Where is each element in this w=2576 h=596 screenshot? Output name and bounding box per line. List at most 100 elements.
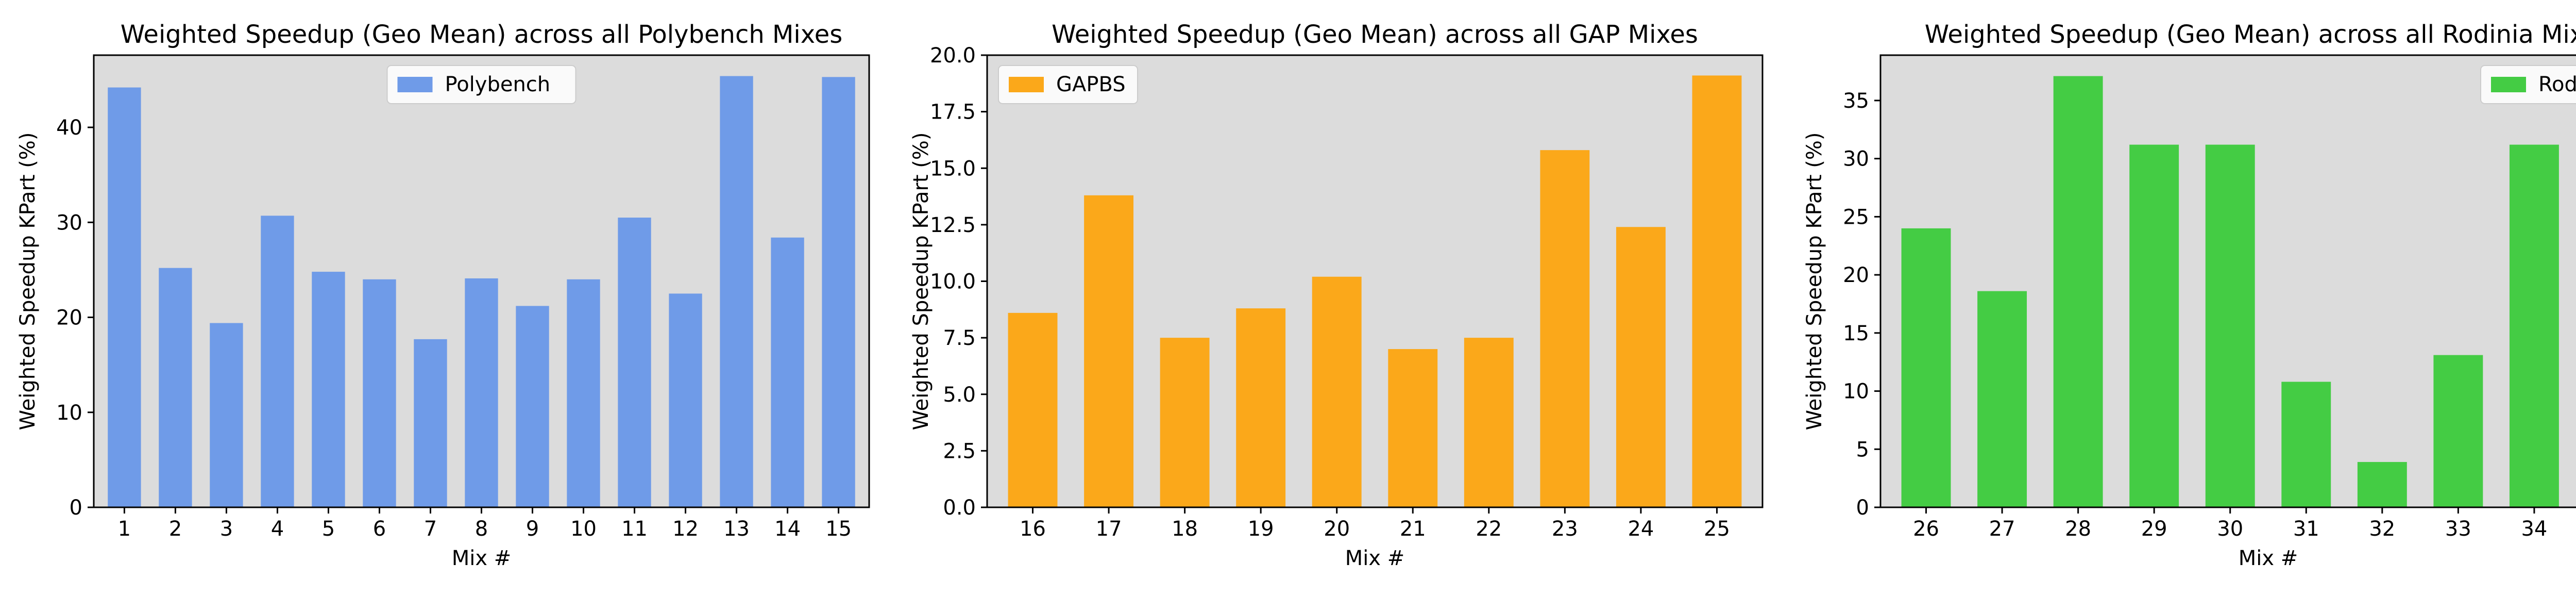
y-tick-label: 30	[1843, 147, 1869, 171]
y-axis-label: Weighted Speedup KPart (%)	[909, 132, 933, 430]
x-tick-label: 24	[1628, 517, 1654, 541]
legend-swatch	[397, 77, 433, 92]
y-tick-label: 10.0	[930, 270, 976, 294]
y-tick-label: 15	[1843, 322, 1869, 345]
x-tick-label: 8	[475, 517, 488, 541]
x-tick-label: 21	[1400, 517, 1426, 541]
x-tick-label: 22	[1476, 517, 1502, 541]
bar-mix-11	[618, 218, 651, 507]
x-tick-label: 5	[322, 517, 335, 541]
y-tick-label: 30	[56, 211, 82, 235]
x-tick-label: 18	[1172, 517, 1198, 541]
bar-mix-7	[414, 339, 447, 507]
y-tick-label: 2.5	[943, 439, 976, 463]
x-tick-label: 20	[1324, 517, 1350, 541]
legend-label: Polybench	[445, 73, 551, 96]
x-tick-label: 34	[2521, 517, 2547, 541]
bar-mix-21	[1388, 349, 1438, 507]
x-tick-label: 14	[774, 517, 801, 541]
bar-mix-2	[159, 268, 192, 507]
legend-swatch	[2491, 77, 2526, 92]
bar-mix-13	[720, 76, 753, 507]
chart-title: Weighted Speedup (Geo Mean) across all P…	[121, 20, 842, 49]
y-tick-label: 40	[56, 116, 82, 140]
bar-mix-5	[312, 272, 345, 507]
x-tick-label: 33	[2445, 517, 2471, 541]
legend: GAPBS	[998, 65, 1138, 104]
y-axis-label: Weighted Speedup KPart (%)	[1803, 132, 1826, 430]
legend-label: Rodinia	[2538, 73, 2576, 96]
legend-swatch	[1009, 77, 1044, 92]
x-tick-label: 25	[1704, 517, 1730, 541]
x-tick-label: 7	[424, 517, 437, 541]
y-tick-label: 10	[56, 401, 82, 425]
x-axis-label: Mix #	[452, 547, 512, 570]
x-tick-label: 28	[2065, 517, 2091, 541]
y-tick-label: 15.0	[930, 157, 976, 180]
bar-mix-34	[2509, 144, 2559, 507]
x-tick-label: 4	[271, 517, 284, 541]
x-tick-label: 9	[526, 517, 539, 541]
x-tick-label: 30	[2217, 517, 2243, 541]
bar-mix-1	[108, 87, 141, 508]
bar-mix-27	[1977, 291, 2027, 507]
y-tick-label: 5.0	[943, 383, 976, 407]
x-tick-label: 2	[169, 517, 182, 541]
x-tick-label: 1	[118, 517, 131, 541]
x-tick-label: 19	[1248, 517, 1274, 541]
bar-mix-12	[669, 293, 702, 507]
bar-mix-10	[567, 279, 600, 507]
x-axis-label: Mix #	[2239, 547, 2298, 570]
bar-mix-3	[210, 323, 243, 507]
bar-mix-18	[1160, 338, 1210, 507]
bar-mix-26	[1901, 228, 1951, 508]
y-tick-label: 10	[1843, 380, 1869, 404]
legend-box	[386, 65, 577, 104]
legend: Rodinia	[2480, 65, 2576, 104]
chart-title: Weighted Speedup (Geo Mean) across all G…	[1052, 20, 1698, 49]
legend-label: GAPBS	[1056, 73, 1126, 96]
x-tick-label: 31	[2293, 517, 2319, 541]
x-tick-label: 26	[1913, 517, 1939, 541]
bar-mix-33	[2433, 355, 2483, 507]
chart-title: Weighted Speedup (Geo Mean) across all R…	[1925, 20, 2576, 49]
x-axis-label: Mix #	[1345, 547, 1405, 570]
y-tick-label: 0	[70, 496, 82, 520]
x-tick-label: 3	[220, 517, 233, 541]
chart-panel-3: 2627282930313233343505101520253035Weight…	[1803, 20, 2576, 570]
x-tick-label: 13	[723, 517, 750, 541]
bar-mix-6	[363, 279, 396, 507]
bar-mix-8	[465, 278, 498, 507]
x-tick-label: 6	[373, 517, 386, 541]
bar-mix-9	[516, 306, 549, 507]
bar-mix-19	[1236, 308, 1286, 507]
y-tick-label: 7.5	[943, 326, 976, 350]
y-tick-label: 0.0	[943, 496, 976, 520]
y-tick-label: 12.5	[930, 213, 976, 237]
bar-mix-28	[2053, 76, 2103, 507]
y-tick-label: 0	[1856, 496, 1869, 520]
x-tick-label: 16	[1020, 517, 1046, 541]
legend-box	[998, 65, 1138, 104]
y-tick-label: 17.5	[930, 101, 976, 124]
x-tick-label: 17	[1096, 517, 1122, 541]
bar-mix-23	[1540, 150, 1590, 507]
bar-mix-29	[2129, 144, 2179, 507]
y-tick-label: 20	[56, 306, 82, 330]
bar-mix-20	[1312, 276, 1362, 507]
x-tick-label: 15	[825, 517, 852, 541]
bar-mix-24	[1616, 227, 1666, 507]
bar-mix-30	[2205, 144, 2255, 507]
bar-mix-4	[261, 216, 294, 508]
x-tick-label: 12	[672, 517, 699, 541]
y-tick-label: 25	[1843, 205, 1869, 229]
x-tick-label: 23	[1552, 517, 1578, 541]
y-tick-label: 5	[1856, 438, 1869, 461]
x-tick-label: 29	[2141, 517, 2167, 541]
bar-mix-17	[1084, 195, 1134, 507]
bar-mix-31	[2281, 382, 2331, 507]
x-tick-label: 11	[621, 517, 648, 541]
bar-mix-32	[2357, 462, 2407, 507]
